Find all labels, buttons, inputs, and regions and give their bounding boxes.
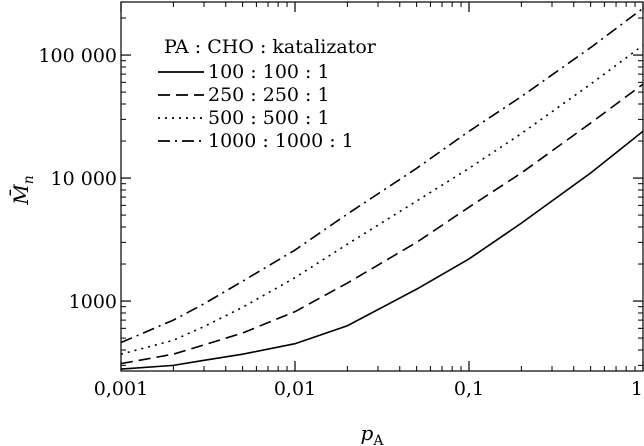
series-group — [121, 7, 643, 370]
x-axis-label: pA — [361, 421, 385, 446]
x-tick-label: 1 — [631, 378, 643, 400]
plot-frame — [120, 1, 644, 372]
series-line — [121, 7, 643, 344]
legend-title: PA : CHO : katalizator — [164, 36, 377, 58]
x-tick-label: 0,1 — [454, 378, 484, 400]
legend: PA : CHO : katalizator 100 : 100 : 1250 … — [158, 36, 377, 152]
y-tick-label: 100 000 — [38, 45, 117, 67]
y-tick-label: 1000 — [69, 291, 117, 313]
y-tick-label: 10 000 — [51, 168, 117, 190]
series-line — [121, 83, 643, 365]
series-line — [121, 130, 643, 370]
ticks-group: 0,001 0,01 0,1 1 1000 10 000 100 000 — [38, 2, 644, 400]
legend-label: 500 : 500 : 1 — [208, 107, 330, 129]
x-tick-label: 0,01 — [274, 378, 316, 400]
legend-label: 1000 : 1000 : 1 — [208, 130, 354, 152]
y-axis-label: M̄n — [8, 175, 37, 206]
x-tick-label: 0,001 — [94, 378, 148, 400]
legend-label: 100 : 100 : 1 — [208, 61, 330, 83]
legend-label: 250 : 250 : 1 — [208, 84, 330, 106]
series-line — [121, 44, 643, 355]
